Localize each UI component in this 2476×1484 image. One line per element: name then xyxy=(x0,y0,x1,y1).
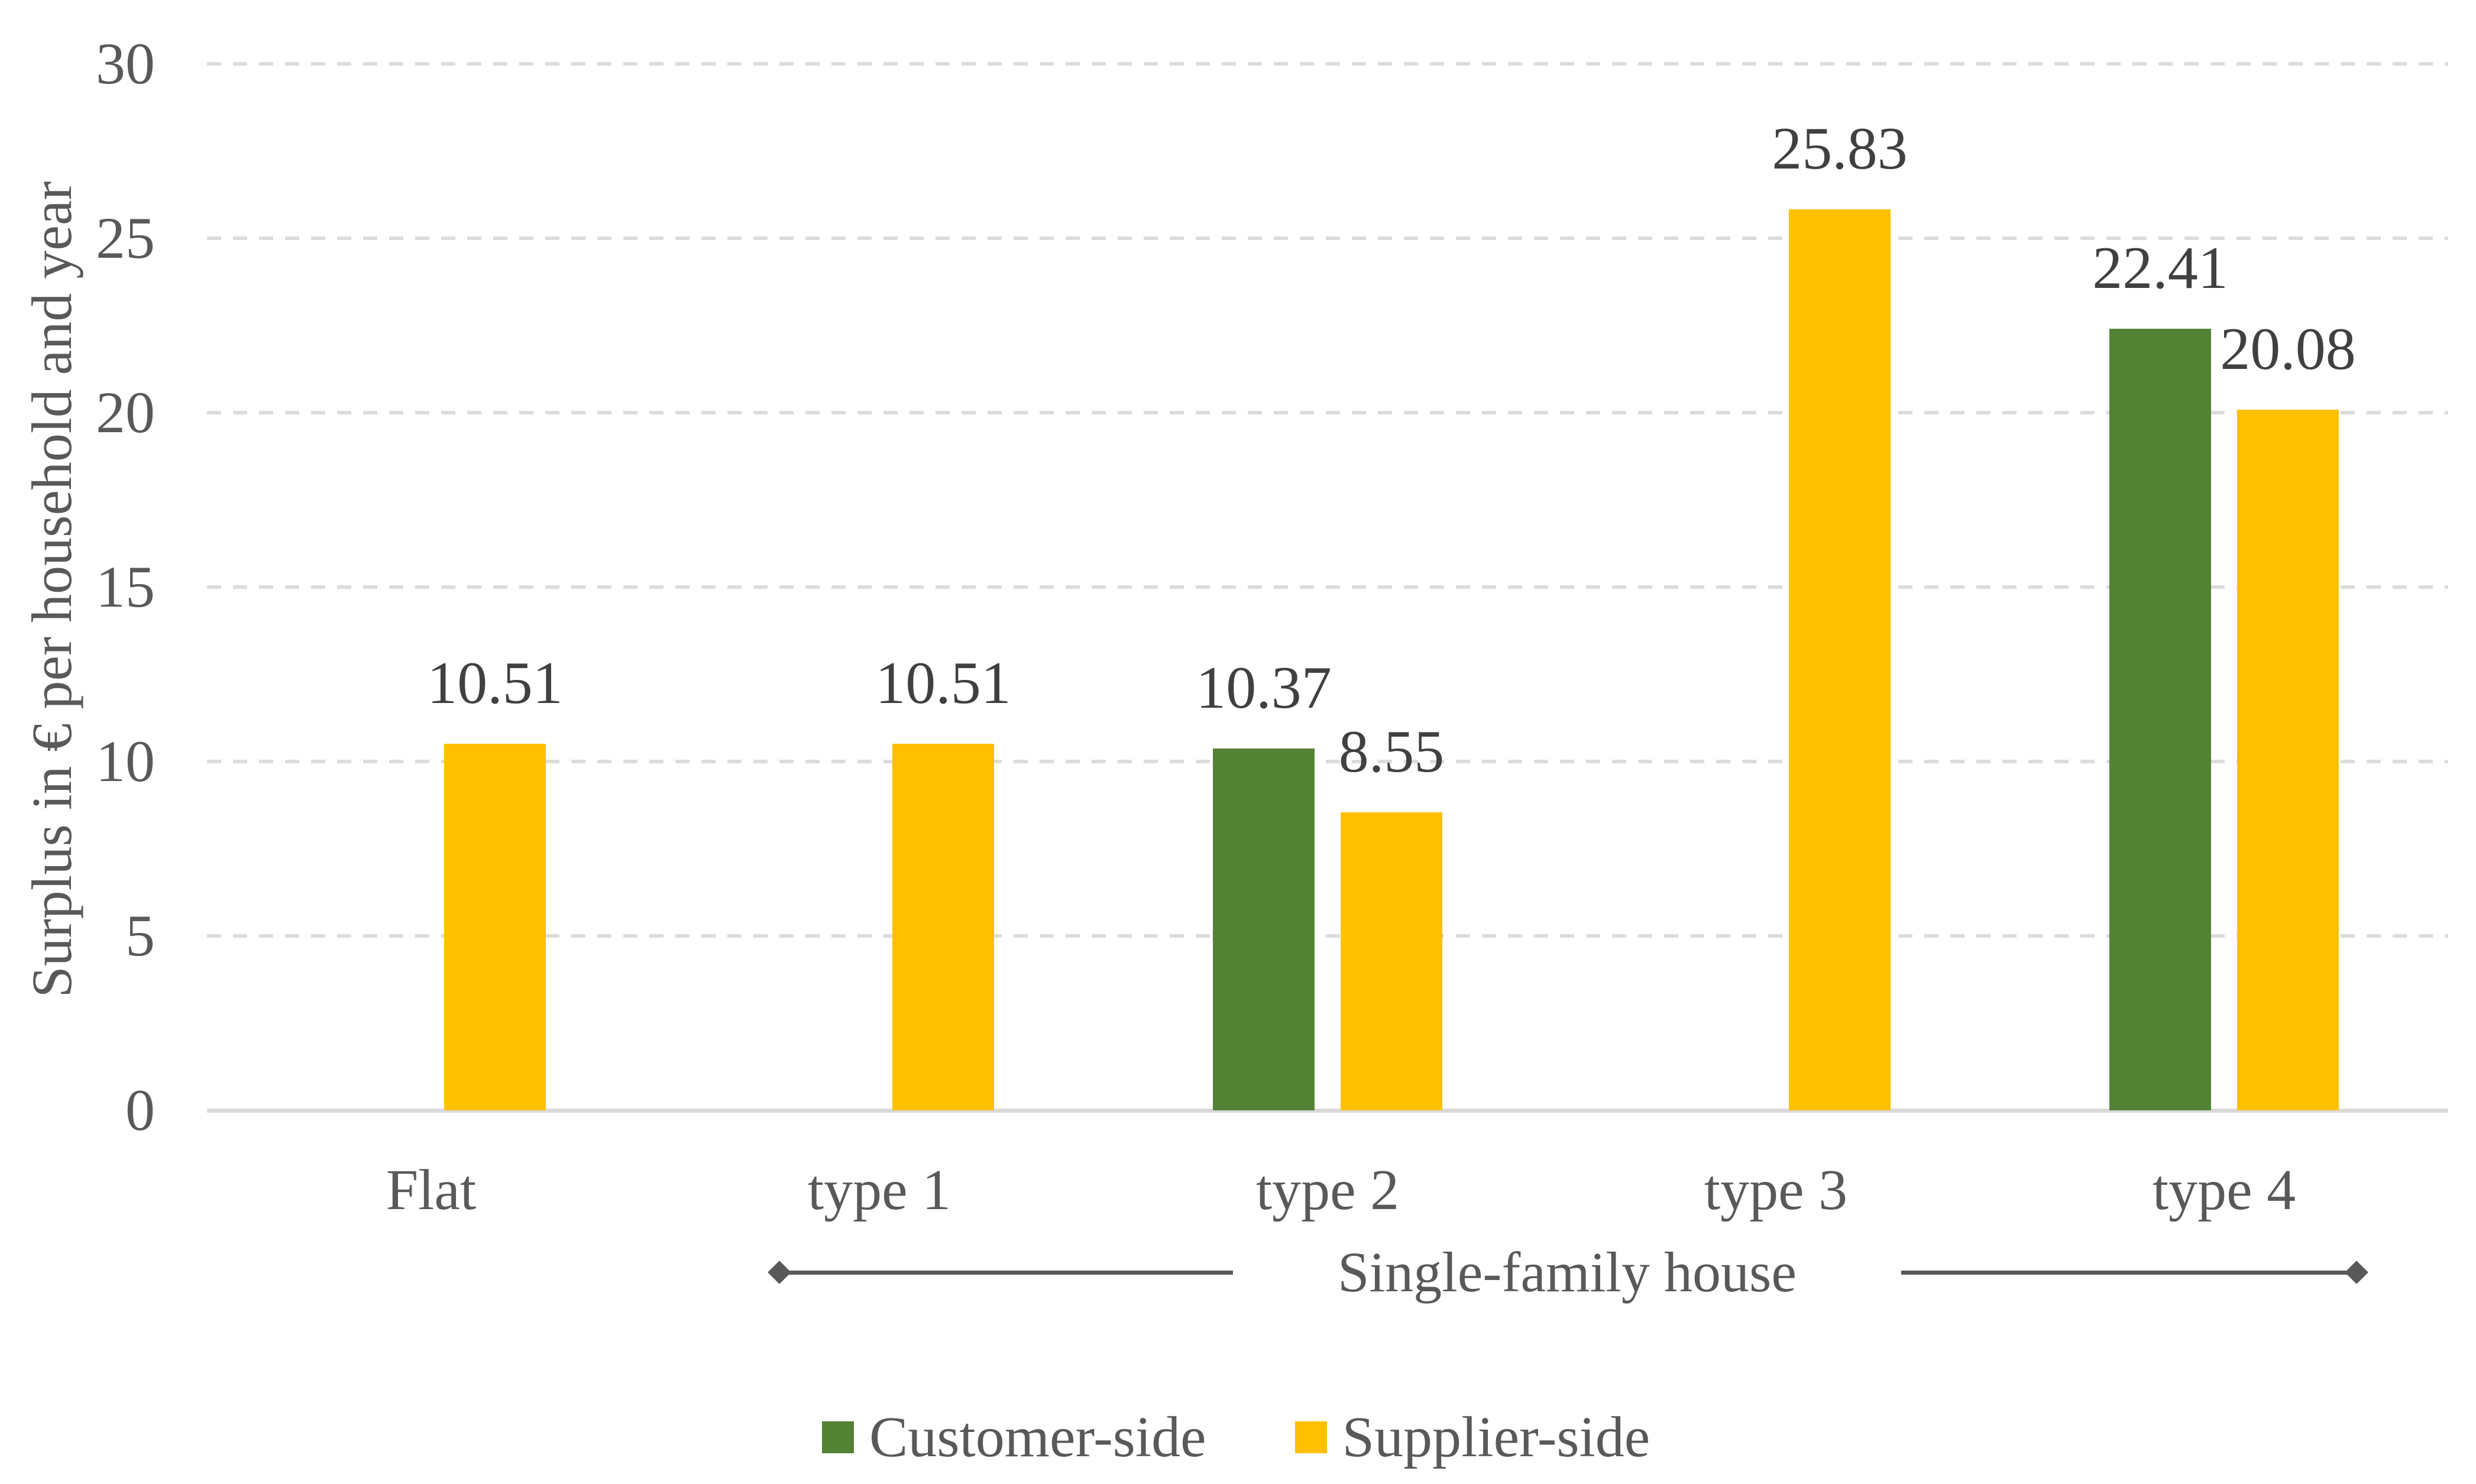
data-label-supplier-side-type-2: 8.55 xyxy=(1338,718,1445,785)
annotation-label: Single-family house xyxy=(1338,1240,1797,1304)
x-axis-line xyxy=(207,1109,2448,1113)
y-tick-label-0: 0 xyxy=(125,1077,155,1143)
gridline-25 xyxy=(207,236,2448,240)
bar-supplier-side-type-1 xyxy=(892,744,994,1110)
data-label-customer-side-type-4: 22.41 xyxy=(2092,235,2228,302)
legend-swatch-icon xyxy=(1294,1421,1327,1453)
annotation-arrow-line-left xyxy=(779,1271,1233,1275)
gridline-20 xyxy=(207,411,2448,414)
gridline-5 xyxy=(207,934,2448,938)
data-label-supplier-side-type-1: 10.51 xyxy=(875,650,1011,717)
y-tick-label-5: 5 xyxy=(125,903,155,968)
y-tick-label-15: 15 xyxy=(96,554,155,620)
chart-legend: Customer-side Supplier-side xyxy=(822,1401,1650,1473)
bar-supplier-side-flat xyxy=(444,744,546,1110)
legend-item-supplier-side: Supplier-side xyxy=(1294,1402,1650,1473)
bar-customer-side-type-2 xyxy=(1213,749,1315,1110)
category-label-flat: Flat xyxy=(386,1158,477,1222)
annotation-diamond-left-icon xyxy=(768,1261,791,1284)
bar-supplier-side-type-2 xyxy=(1341,812,1442,1110)
annotation-arrow-line-right xyxy=(1901,1271,2358,1275)
data-label-supplier-side-flat: 10.51 xyxy=(427,650,563,717)
y-tick-label-30: 30 xyxy=(96,31,155,96)
bar-supplier-side-type-3 xyxy=(1789,209,1891,1110)
data-label-customer-side-type-2: 10.37 xyxy=(1196,654,1332,721)
bar-customer-side-type-4 xyxy=(2109,329,2211,1110)
data-label-supplier-side-type-4: 20.08 xyxy=(2220,316,2356,383)
gridline-10 xyxy=(207,760,2448,763)
category-label-type-4: type 4 xyxy=(2152,1158,2296,1222)
bar-supplier-side-type-4 xyxy=(2237,410,2339,1110)
legend-label: Customer-side xyxy=(869,1405,1206,1469)
y-tick-label-20: 20 xyxy=(96,380,155,445)
gridline-15 xyxy=(207,585,2448,589)
category-label-type-1: type 1 xyxy=(807,1158,951,1222)
legend-item-customer-side: Customer-side xyxy=(822,1402,1206,1473)
category-label-type-2: type 2 xyxy=(1255,1158,1400,1222)
y-tick-label-25: 25 xyxy=(96,205,155,271)
legend-swatch-icon xyxy=(822,1421,854,1453)
annotation-diamond-right-icon xyxy=(2345,1261,2368,1284)
data-label-supplier-side-type-3: 25.83 xyxy=(1772,115,1908,182)
legend-label: Supplier-side xyxy=(1342,1405,1650,1469)
category-label-type-3: type 3 xyxy=(1704,1158,1848,1222)
gridline-30 xyxy=(207,62,2448,66)
y-tick-label-10: 10 xyxy=(96,728,155,794)
